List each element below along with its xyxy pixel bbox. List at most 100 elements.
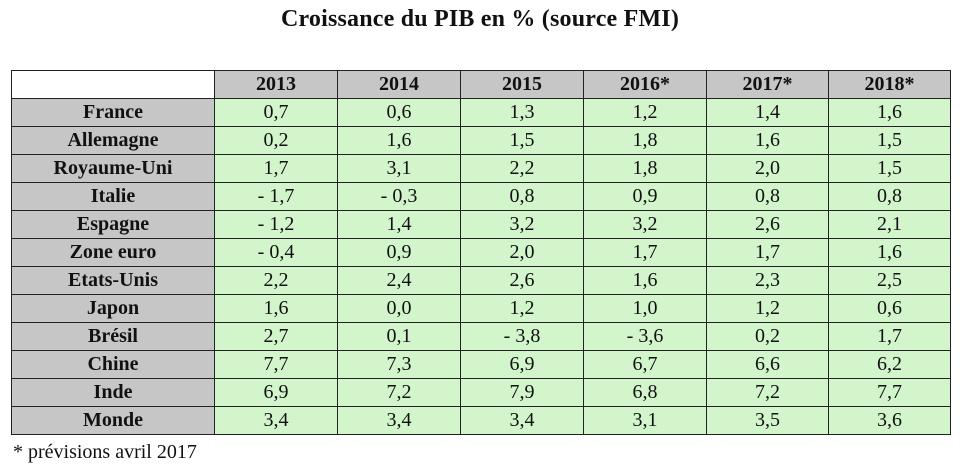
table-cell: 3,6 <box>828 406 951 435</box>
table-cell: 7,7 <box>214 350 338 379</box>
table-cell: 0,8 <box>828 182 951 211</box>
table-cell: 6,2 <box>828 350 951 379</box>
table-cell: 1,2 <box>460 294 584 323</box>
table-cell: 7,2 <box>337 378 461 407</box>
table-cell: 0,9 <box>337 238 461 267</box>
table-cell: 7,2 <box>706 378 829 407</box>
row-label: France <box>11 98 215 127</box>
column-header-2018: 2018* <box>828 70 951 99</box>
table-row: Espagne - 1,2 1,4 3,2 3,2 2,6 2,1 <box>11 210 951 239</box>
table-cell: 3,1 <box>337 154 461 183</box>
footnote: * prévisions avril 2017 <box>13 441 197 463</box>
table-cell: 7,7 <box>828 378 951 407</box>
table-cell: 1,6 <box>337 126 461 155</box>
table-cell: - 0,3 <box>337 182 461 211</box>
row-label: Italie <box>11 182 215 211</box>
row-label: Zone euro <box>11 238 215 267</box>
row-label: Brésil <box>11 322 215 351</box>
table-row: Inde 6,9 7,2 7,9 6,8 7,2 7,7 <box>11 378 951 407</box>
table-cell: 2,1 <box>828 210 951 239</box>
header-row: 2013 2014 2015 2016* 2017* 2018* <box>11 70 951 99</box>
column-header-2015: 2015 <box>460 70 584 99</box>
table-cell: 1,0 <box>583 294 707 323</box>
table-row: Chine 7,7 7,3 6,9 6,7 6,6 6,2 <box>11 350 951 379</box>
table-row: France 0,7 0,6 1,3 1,2 1,4 1,6 <box>11 98 951 127</box>
table-cell: 6,8 <box>583 378 707 407</box>
table-cell: 1,8 <box>583 154 707 183</box>
table-row: Italie - 1,7- 0,3 0,8 0,9 0,8 0,8 <box>11 182 951 211</box>
table-row: Japon 1,6 0,0 1,2 1,0 1,2 0,6 <box>11 294 951 323</box>
table-cell: 1,2 <box>583 98 707 127</box>
table-cell: 1,7 <box>214 154 338 183</box>
row-label: Etats-Unis <box>11 266 215 295</box>
table-cell: 3,1 <box>583 406 707 435</box>
table-row: Zone euro - 0,4 0,9 2,0 1,7 1,7 1,6 <box>11 238 951 267</box>
table-cell: 0,8 <box>460 182 584 211</box>
table-cell: 1,4 <box>706 98 829 127</box>
table-row: Etats-Unis 2,2 2,4 2,6 1,6 2,3 2,5 <box>11 266 951 295</box>
table-cell: 1,7 <box>583 238 707 267</box>
table-cell: 1,7 <box>706 238 829 267</box>
table-cell: 2,5 <box>828 266 951 295</box>
table-cell: 3,4 <box>337 406 461 435</box>
table-cell: 3,5 <box>706 406 829 435</box>
table-cell: 2,2 <box>214 266 338 295</box>
table-cell: 0,2 <box>706 322 829 351</box>
table-cell: 0,6 <box>828 294 951 323</box>
table-cell: 1,3 <box>460 98 584 127</box>
row-label: Chine <box>11 350 215 379</box>
row-label: Espagne <box>11 210 215 239</box>
table-cell: 0,1 <box>337 322 461 351</box>
table-cell: 6,7 <box>583 350 707 379</box>
table-cell: 2,0 <box>460 238 584 267</box>
table-cell: 6,6 <box>706 350 829 379</box>
table-cell: 3,4 <box>460 406 584 435</box>
table-cell: 0,7 <box>214 98 338 127</box>
column-header-2013: 2013 <box>214 70 338 99</box>
table-cell: 0,6 <box>337 98 461 127</box>
table-cell: 2,4 <box>337 266 461 295</box>
table-body: France 0,7 0,6 1,3 1,2 1,4 1,6 Allemagne 0,2 1,6 1… <box>11 98 951 435</box>
table-title: Croissance du PIB en % (source FMI) <box>280 6 680 32</box>
table-cell: 2,0 <box>706 154 829 183</box>
table-cell: 3,2 <box>460 210 584 239</box>
table-cell: 1,6 <box>706 126 829 155</box>
table-cell: 3,4 <box>214 406 338 435</box>
gdp-growth-table: 2013 2014 2015 2016* 2017* 2018* France 0… <box>11 70 951 435</box>
table-cell: - 1,7 <box>214 182 338 211</box>
table-row: Royaume-Uni 1,7 3,1 2,2 1,8 2,0 1,5 <box>11 154 951 183</box>
table-cell: 0,0 <box>337 294 461 323</box>
corner-cell <box>11 70 215 99</box>
table-cell: 2,2 <box>460 154 584 183</box>
table-cell: 0,2 <box>214 126 338 155</box>
table-cell: 7,9 <box>460 378 584 407</box>
table-cell: 2,6 <box>706 210 829 239</box>
table-cell: 1,6 <box>828 238 951 267</box>
table-row: Allemagne 0,2 1,6 1,5 1,8 1,6 1,5 <box>11 126 951 155</box>
row-label: Allemagne <box>11 126 215 155</box>
table-cell: 1,2 <box>706 294 829 323</box>
table-cell: 1,4 <box>337 210 461 239</box>
table-cell: 1,6 <box>214 294 338 323</box>
row-label: Inde <box>11 378 215 407</box>
column-header-2014: 2014 <box>337 70 461 99</box>
table-row: Brésil 2,7 0,1- 3,8- 3,6 0,2 1,7 <box>11 322 951 351</box>
table-cell: 1,5 <box>828 126 951 155</box>
table-cell: 6,9 <box>460 350 584 379</box>
column-header-2016: 2016* <box>583 70 707 99</box>
table-cell: 1,5 <box>460 126 584 155</box>
table-cell: 0,8 <box>706 182 829 211</box>
table-cell: 2,6 <box>460 266 584 295</box>
table-row: Monde 3,4 3,4 3,4 3,1 3,5 3,6 <box>11 406 951 435</box>
table-cell: - 3,8 <box>460 322 584 351</box>
table-cell: - 3,6 <box>583 322 707 351</box>
table-cell: 0,9 <box>583 182 707 211</box>
table-cell: 1,6 <box>828 98 951 127</box>
table-cell: 2,3 <box>706 266 829 295</box>
table-cell: 7,3 <box>337 350 461 379</box>
row-label: Royaume-Uni <box>11 154 215 183</box>
table-cell: - 0,4 <box>214 238 338 267</box>
table-cell: 1,8 <box>583 126 707 155</box>
table-cell: 1,7 <box>828 322 951 351</box>
row-label: Monde <box>11 406 215 435</box>
